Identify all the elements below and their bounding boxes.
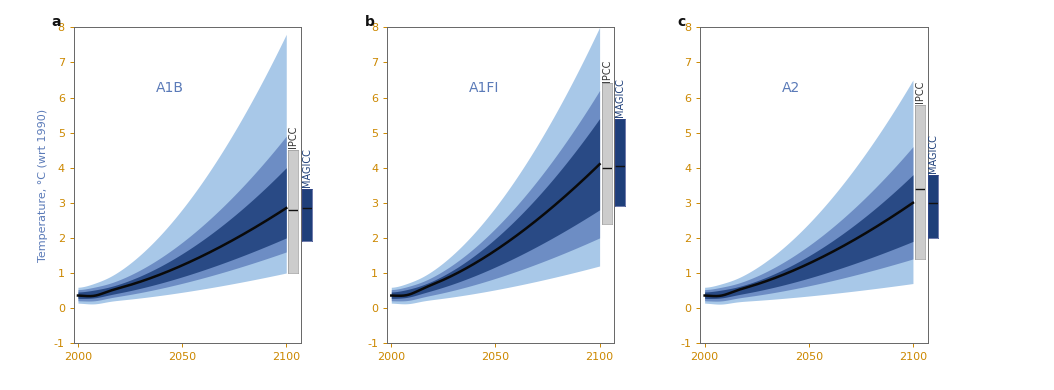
- Text: MAGICC: MAGICC: [614, 78, 625, 117]
- Text: A2: A2: [782, 81, 800, 95]
- Y-axis label: Temperature, °C (wrt 1990): Temperature, °C (wrt 1990): [38, 109, 48, 262]
- Text: MAGICC: MAGICC: [929, 134, 938, 173]
- Text: MAGICC: MAGICC: [301, 148, 312, 187]
- Text: a: a: [51, 15, 60, 28]
- Text: b: b: [365, 15, 374, 28]
- Text: A1FI: A1FI: [469, 81, 500, 95]
- Text: IPCC: IPCC: [289, 126, 298, 148]
- Text: IPCC: IPCC: [915, 80, 925, 103]
- Text: A1B: A1B: [156, 81, 183, 95]
- Text: IPCC: IPCC: [602, 59, 611, 82]
- Text: c: c: [678, 15, 686, 28]
